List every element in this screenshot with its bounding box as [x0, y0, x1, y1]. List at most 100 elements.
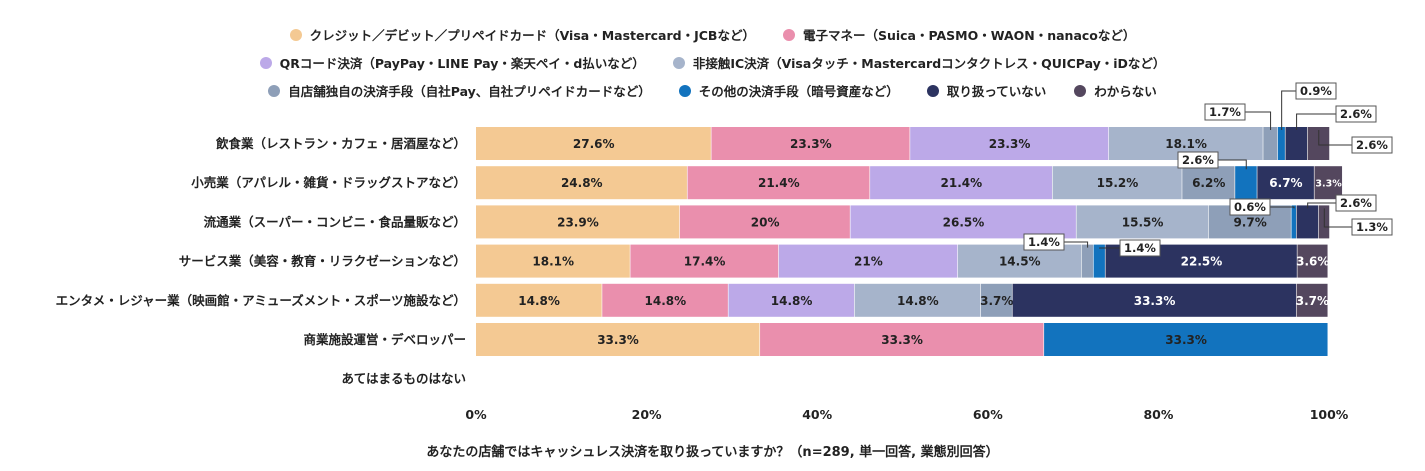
legend-item-emoney: 電子マネー（Suica・PASMO・WAON・nanacoなど）: [782, 25, 1136, 44]
data-label: 21.4%: [758, 176, 800, 190]
data-label: 18.1%: [532, 255, 574, 269]
bar-segment: [850, 205, 1076, 239]
callout-leader: [1064, 241, 1089, 248]
x-tick-label: 20%: [632, 407, 662, 422]
legend-label: わからない: [1094, 84, 1157, 99]
callout-leader: [1307, 202, 1336, 209]
data-label: 33.3%: [597, 333, 639, 347]
callout-box: [1204, 103, 1246, 121]
data-label: 6.7%: [1269, 176, 1302, 190]
bar-segment: [910, 127, 1109, 160]
callout-leader: [1270, 206, 1295, 209]
callout-box: [1335, 194, 1377, 212]
legend-item-credit: クレジット／デビット／プリペイドカード（Visa・Mastercard・JCBな…: [289, 25, 755, 44]
data-label: 20%: [751, 215, 780, 229]
data-label: 23.3%: [790, 137, 832, 151]
callout-box: [1229, 198, 1271, 216]
callout-label: 1.4%: [1028, 235, 1060, 249]
category-label: 小売業（アパレル・雑貨・ドラッグストアなど）: [190, 175, 466, 190]
legend-swatch: [782, 28, 795, 41]
data-label: 17.4%: [684, 255, 726, 269]
bar-segment: [1263, 127, 1278, 160]
data-label: 21%: [854, 255, 883, 269]
data-label: 14.8%: [771, 294, 813, 308]
data-label: 6.2%: [1192, 176, 1225, 190]
legend-swatch: [259, 56, 272, 69]
bar-segment: [1297, 244, 1328, 278]
data-label: 3.7%: [1296, 294, 1329, 308]
callout-box: [1335, 105, 1377, 123]
legend-swatch: [268, 84, 281, 97]
legend-item-not-handled: 取り扱っていない: [926, 81, 1047, 100]
x-axis-label: あなたの店舗ではキャッシュレス決済を取り扱っていますか？（n=289, 単一回答…: [426, 445, 999, 460]
legend-label: QRコード決済（PayPay・LINE Pay・楽天ペイ・d払いなど）: [279, 56, 645, 71]
callout-box: [1119, 239, 1161, 257]
callout-box: [1295, 82, 1337, 100]
data-label: 14.8%: [897, 294, 939, 308]
x-tick-label: 40%: [802, 407, 832, 422]
legend-label: 取り扱っていない: [946, 84, 1047, 99]
data-label: 33.3%: [1134, 294, 1176, 308]
callout-label: 1.3%: [1356, 220, 1388, 234]
bar-segment: [476, 283, 602, 317]
bar-segment: [1257, 166, 1314, 200]
bar-segment: [1076, 205, 1209, 239]
legend-swatch: [672, 56, 685, 69]
bar-segment: [711, 127, 910, 160]
data-label: 23.9%: [557, 215, 599, 229]
callout-label: 2.6%: [1182, 153, 1214, 167]
data-label: 33.3%: [1165, 333, 1207, 347]
category-label: あてはまるものはない: [341, 371, 466, 386]
data-label: 14.8%: [518, 294, 560, 308]
legend-item-other: その他の決済手段（暗号資産など）: [678, 81, 899, 100]
data-label: 27.6%: [573, 137, 615, 151]
legend-label: 電子マネー（Suica・PASMO・WAON・nanacoなど）: [802, 28, 1136, 43]
callout-box: [1351, 136, 1393, 154]
bar-segment: [476, 323, 760, 356]
data-label: 3.7%: [980, 294, 1013, 308]
callout-label: 1.7%: [1209, 105, 1241, 119]
callout-leader: [1296, 113, 1336, 130]
data-label: 15.5%: [1122, 215, 1164, 229]
category-label: 商業施設運営・デベロッパー: [303, 332, 466, 347]
data-label: 22.5%: [1181, 255, 1223, 269]
data-label: 3.6%: [1296, 255, 1329, 269]
legend-swatch: [678, 84, 691, 97]
bar-segment: [1052, 166, 1182, 200]
bar-segment: [1093, 244, 1105, 278]
callout-label: 2.6%: [1340, 196, 1372, 210]
bar-segment: [1291, 205, 1296, 239]
data-label: 18.1%: [1165, 137, 1207, 151]
legend-swatch: [926, 84, 939, 97]
legend-label: クレジット／デビット／プリペイドカード（Visa・Mastercard・JCBな…: [309, 28, 755, 43]
data-label: 9.7%: [1233, 215, 1266, 229]
bar-segment: [854, 283, 981, 317]
bar-segment: [1277, 127, 1285, 160]
bar-segment: [630, 244, 779, 278]
bar-segment: [870, 166, 1053, 200]
bar-segment: [980, 283, 1012, 317]
bar-segment: [476, 127, 711, 160]
bar-segment: [476, 244, 630, 278]
data-label: 15.2%: [1097, 176, 1139, 190]
callout-label: 0.6%: [1234, 200, 1266, 214]
legend-label: 非接触IC決済（Visaタッチ・Mastercardコンタクトレス・QUICPa…: [692, 56, 1166, 71]
category-label: 流通業（スーパー・コンビニ・食品量販など）: [204, 214, 466, 229]
data-label: 23.3%: [989, 137, 1031, 151]
bar-segment: [1235, 166, 1257, 200]
bar-segment: [728, 283, 855, 317]
bar-segment: [602, 283, 728, 317]
data-label: 14.5%: [999, 255, 1041, 269]
bar-segment: [476, 205, 680, 239]
data-label: 14.8%: [645, 294, 687, 308]
legend-label: その他の決済手段（暗号資産など）: [698, 84, 899, 99]
data-label: 24.8%: [561, 176, 603, 190]
bar-segment: [1012, 283, 1296, 317]
x-tick-label: 100%: [1310, 407, 1349, 422]
legend-swatch: [1074, 84, 1087, 97]
legend-row-2: QRコード決済（PayPay・LINE Pay・楽天ペイ・d払いなど） 非接触I…: [0, 53, 1425, 72]
bar-segment: [476, 166, 687, 200]
data-label: 33.3%: [881, 333, 923, 347]
bar-segment: [1081, 244, 1093, 278]
